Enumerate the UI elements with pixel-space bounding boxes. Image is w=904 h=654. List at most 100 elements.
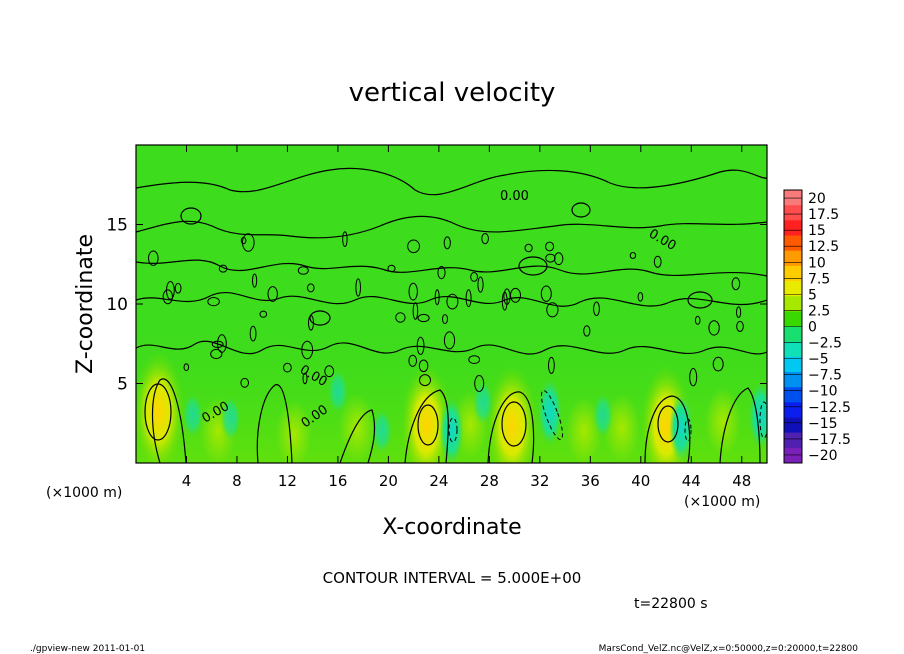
- contour-cell: [217, 334, 227, 353]
- contour-cell: [548, 356, 555, 374]
- weak-updraft: [338, 394, 375, 463]
- contour-line: [151, 378, 187, 463]
- colorbar-swatch: [784, 387, 802, 403]
- colorbar-swatch: [784, 417, 802, 433]
- contour-line: [719, 387, 761, 463]
- colorbar-swatch: [784, 402, 802, 418]
- contour-cell: [477, 276, 484, 293]
- colorbar-tick-label: 12.5: [808, 239, 839, 255]
- x-tick-label: 48: [732, 472, 751, 490]
- contour-cell: [148, 250, 159, 266]
- contour-cell: [412, 302, 419, 320]
- weak-downdraft: [592, 393, 613, 438]
- contour-line: [136, 215, 767, 239]
- contour-closed: [180, 207, 202, 225]
- y-tick-label: 15: [106, 216, 128, 236]
- contour-lines-negative: [448, 389, 767, 443]
- x-tick-label: 36: [581, 472, 600, 490]
- contour-cell: [249, 325, 257, 342]
- contour-cell: [418, 359, 429, 373]
- contour-line: [136, 291, 767, 307]
- contour-negative: [540, 389, 564, 441]
- contour-negative: [448, 417, 458, 443]
- x-tick-label: 28: [480, 472, 499, 490]
- colorbar-tick-label: −7.5: [808, 368, 842, 384]
- contour-cell: [712, 356, 724, 372]
- contour-cell: [689, 368, 698, 387]
- contour-cell: [736, 306, 742, 319]
- contour-closed: [144, 383, 172, 441]
- contour-cell: [283, 362, 292, 373]
- contour-cell: [419, 374, 431, 387]
- weak-downdraft: [220, 396, 241, 441]
- y-tick-label: 10: [106, 295, 128, 315]
- x-axis-label: X-coordinate: [382, 515, 521, 540]
- contour-cell: [207, 297, 220, 307]
- time-label: t=22800 s: [634, 596, 708, 612]
- weak-downdraft: [182, 393, 203, 438]
- colorbar-swatch: [784, 341, 802, 358]
- contour-cell: [545, 241, 555, 252]
- contour-cell: [408, 282, 418, 301]
- weak-updraft: [275, 400, 312, 463]
- contour-line: [136, 259, 767, 277]
- contour-cell: [443, 331, 456, 350]
- colorbar-tick-label: 10: [808, 255, 826, 271]
- contour-label: 0.00: [500, 189, 529, 204]
- weak-downdraft: [327, 369, 348, 414]
- weak-updraft: [704, 387, 741, 456]
- chart-title: vertical velocity: [349, 78, 556, 108]
- contour-line: [404, 389, 449, 463]
- downdraft-zones: [182, 369, 767, 463]
- updraft-core: [136, 350, 185, 463]
- contour-cell: [524, 243, 533, 253]
- contour-cell: [694, 315, 701, 325]
- contour-cell: [252, 273, 258, 288]
- colorbar-tick-label: 0: [808, 320, 817, 336]
- downdraft-zone: [748, 381, 767, 450]
- contour-cell: [593, 301, 600, 317]
- colorbar-tick-label: 20: [808, 191, 826, 207]
- x-tick-label: 20: [379, 472, 398, 490]
- contour-cell: [470, 272, 479, 282]
- x-tick-label: 32: [530, 472, 549, 490]
- colorbar-swatch: [784, 235, 802, 251]
- weak-downdraft: [372, 409, 393, 454]
- contour-cell: [442, 314, 448, 325]
- contour-cell: [240, 237, 247, 245]
- contour-cell: [468, 355, 481, 365]
- contour-cell: [355, 278, 362, 297]
- x-tick-label: 12: [278, 472, 297, 490]
- contour-cell: [443, 236, 451, 250]
- contour-cell: [342, 231, 348, 248]
- contour-interval-label: CONTOUR INTERVAL = 5.000E+00: [323, 569, 582, 587]
- contour-cell: [731, 277, 741, 291]
- contour-cell: [510, 287, 521, 303]
- contour-closed: [309, 310, 331, 326]
- contour-line: [136, 167, 767, 196]
- x-tick-label: 4: [182, 472, 192, 490]
- y-axis-ticks: 5 10 15: [106, 216, 767, 395]
- x-unit-right: (×1000 m): [684, 494, 760, 510]
- contour-cell: [583, 325, 591, 337]
- contour-cell: [242, 233, 255, 252]
- colorbar-ticks: 2017.51512.5107.552.50−2.5−5−7.5−10−12.5…: [784, 191, 851, 464]
- contour-cell: [434, 289, 440, 306]
- contour-cell: [307, 283, 315, 293]
- colorbar-swatch: [784, 265, 802, 282]
- contour-line: [256, 384, 293, 463]
- colorbar-swatch: [784, 205, 802, 221]
- colorbar-tick-label: 5: [808, 287, 817, 303]
- x-tick-label: 44: [682, 472, 701, 490]
- downdraft-zone: [439, 397, 464, 463]
- contour-cell: [637, 292, 644, 302]
- contour-line: [339, 409, 376, 463]
- contour-negative: [759, 401, 767, 439]
- x-tick-label: 40: [631, 472, 650, 490]
- contour-cell: [395, 312, 406, 323]
- colorbar-swatch: [784, 281, 802, 297]
- contour-cell: [240, 377, 249, 388]
- plot-area: 0.00 0.00 0.00 0.00 0.00: [136, 145, 767, 463]
- updraft-core: [400, 362, 453, 463]
- contour-cell: [629, 252, 637, 259]
